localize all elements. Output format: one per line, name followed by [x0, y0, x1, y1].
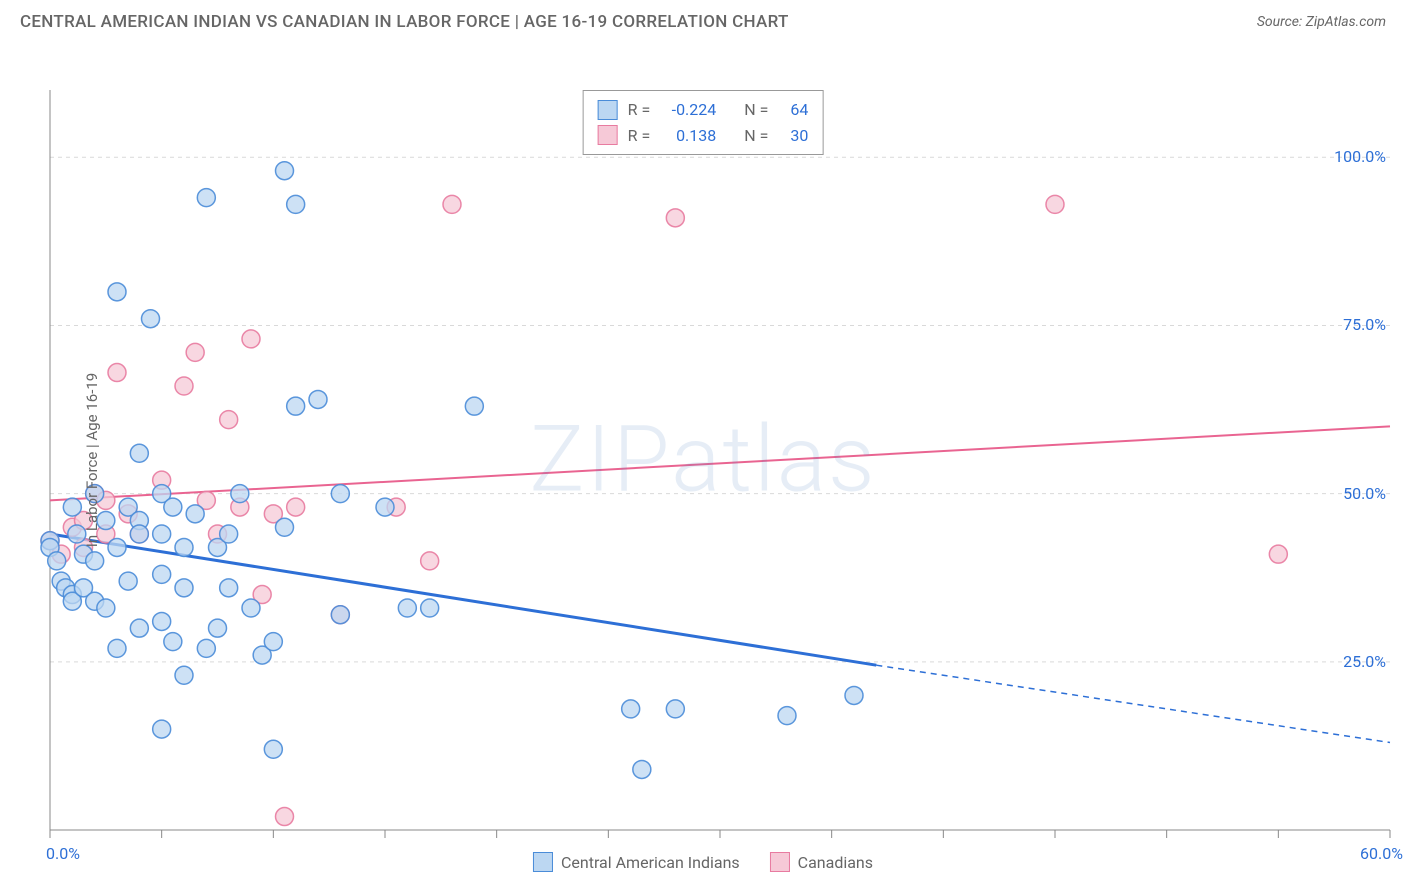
r-value-series1: -0.224 [660, 97, 716, 123]
stats-row-series1: R = -0.224 N = 64 [598, 97, 809, 123]
stats-swatch-series2 [598, 125, 618, 145]
n-label: N = [744, 97, 768, 123]
scatter-chart-svg [0, 40, 1406, 880]
chart-container: In Labor Force | Age 16-19 ZIPatlas R = … [0, 40, 1406, 880]
y-tick-label: 50.0% [1343, 484, 1386, 503]
r-value-series2: 0.138 [660, 123, 716, 149]
stats-row-series2: R = 0.138 N = 30 [598, 123, 809, 149]
legend-swatch-series1 [533, 852, 553, 872]
legend-bottom: Central American Indians Canadians [533, 852, 873, 872]
chart-header: CENTRAL AMERICAN INDIAN VS CANADIAN IN L… [0, 0, 1406, 40]
stats-box: R = -0.224 N = 64 R = 0.138 N = 30 [583, 90, 824, 155]
x-tick-label: 60.0% [1360, 844, 1403, 863]
legend-label-series1: Central American Indians [561, 853, 740, 872]
y-tick-label: 100.0% [1334, 147, 1386, 166]
chart-source: Source: ZipAtlas.com [1257, 14, 1386, 30]
legend-item-series2: Canadians [770, 852, 873, 872]
legend-item-series1: Central American Indians [533, 852, 740, 872]
n-value-series1: 64 [778, 97, 808, 123]
r-label-2: R = [628, 123, 651, 149]
y-axis-label: In Labor Force | Age 16-19 [83, 373, 101, 547]
n-label-2: N = [744, 123, 768, 149]
y-tick-label: 25.0% [1343, 652, 1386, 671]
r-label: R = [628, 97, 651, 123]
y-tick-label: 75.0% [1343, 315, 1386, 334]
legend-label-series2: Canadians [798, 853, 873, 872]
x-tick-label: 0.0% [46, 844, 80, 863]
chart-title: CENTRAL AMERICAN INDIAN VS CANADIAN IN L… [20, 12, 789, 32]
legend-swatch-series2 [770, 852, 790, 872]
n-value-series2: 30 [778, 123, 808, 149]
stats-swatch-series1 [598, 100, 618, 120]
